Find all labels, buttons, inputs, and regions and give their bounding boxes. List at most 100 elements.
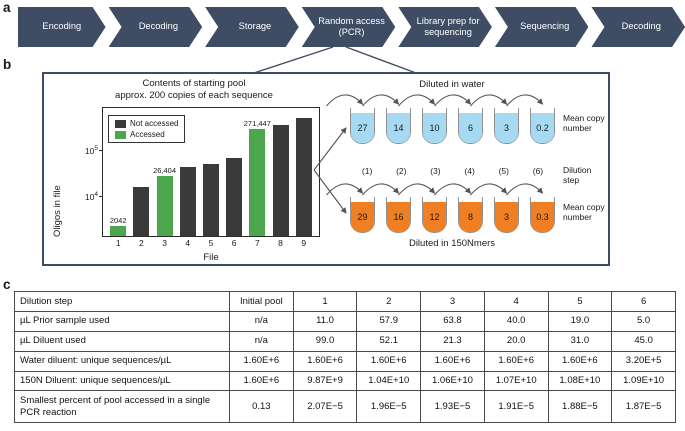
table-header-row: Dilution step Initial pool 1 2 3 4 5 6 (14, 291, 676, 312)
nmers-tube-row: 29 16 12 8 3 0.3 (350, 197, 555, 233)
bar-file-4 (179, 167, 196, 236)
dilution-step-number: (3) (430, 166, 441, 176)
table-cell: 21.3 (420, 330, 485, 352)
table-row: µL Prior sample used n/a 11.0 57.9 63.8 40.0 1… (14, 310, 676, 332)
bar-series: 2042 26,404 271,447 (103, 108, 319, 236)
bar-file-1: 2042 (110, 216, 127, 236)
table-cell: 40.0 (483, 310, 549, 332)
transfer-arrow-icon (362, 183, 400, 196)
plot-area: 105 104 2042 26,404 271,447 Not accessed A… (85, 107, 320, 248)
table-cell: n/a (229, 310, 294, 332)
table-cell: 1.93E−5 (420, 390, 485, 424)
table-cell: 31.0 (547, 330, 613, 352)
legend-label: Accessed (130, 130, 165, 139)
water-row-title: Diluted in water (419, 79, 485, 90)
dilution-step-number: (5) (498, 166, 509, 176)
dilution-step-numbers: (1) (2) (3) (4) (5) (6) (350, 166, 555, 176)
legend-swatch-not-accessed (115, 119, 126, 128)
tube-liquid (423, 113, 446, 143)
table-cell: 1.96E−5 (356, 390, 422, 424)
water-mean-copy-label: Mean copy number (563, 113, 605, 133)
table-cell: 1.60E+6 (420, 350, 485, 372)
test-tube: 0.3 (530, 197, 555, 233)
tube-liquid (351, 113, 374, 143)
row-header-cell: µL Prior sample used (14, 310, 230, 332)
dilution-table: Dilution step Initial pool 1 2 3 4 5 6 µL Prior … (14, 291, 676, 424)
table-row: Water diluent: unique sequences/µL 1.60E+… (14, 350, 676, 372)
table-cell: 1.60E+6 (292, 350, 358, 372)
transfer-arrow-icon (398, 94, 436, 107)
dilution-step-number: (1) (361, 166, 373, 176)
transfer-arrow-icon (362, 94, 400, 107)
bar-file-2 (133, 186, 150, 236)
mean-copy-number-value: 16 (393, 211, 404, 222)
mean-copy-number-value: 8 (467, 211, 473, 222)
table-cell: 1.08E+10 (547, 370, 613, 392)
x-tick-label: 7 (254, 238, 260, 248)
table-cell: 1.06E+10 (420, 370, 485, 392)
table-cell: 99.0 (292, 330, 358, 352)
table-cell: 6 (611, 291, 676, 312)
bar-file-6 (226, 157, 243, 236)
table-cell: 19.0 (547, 310, 613, 332)
panel-b-box: Contents of starting pool approx. 200 co… (42, 72, 610, 266)
table-cell: 1.07E+10 (483, 370, 549, 392)
table-row: µL Diluent used n/a 99.0 52.1 21.3 20.0 31.0 45… (14, 330, 676, 352)
workflow-step-1: Encoding (18, 7, 106, 47)
row-header-cell: Smallest percent of pool accessed in a s… (14, 390, 230, 424)
test-tube: 8 (458, 197, 483, 233)
mean-copy-number-value: 0.2 (536, 122, 549, 133)
table-cell: 1 (292, 291, 358, 312)
table-cell: 11.0 (292, 310, 358, 332)
bar-file-9 (295, 118, 312, 236)
water-transfer-arrows (326, 94, 544, 107)
row-header-cell: Water diluent: unique sequences/µL (14, 350, 230, 372)
x-axis-label: File (203, 252, 219, 263)
table-row: Smallest percent of pool accessed in a s… (14, 390, 676, 424)
mean-copy-number-value: 0.3 (536, 211, 549, 222)
ytick-base: 10 (84, 145, 95, 156)
workflow-step-6: Sequencing (495, 7, 589, 47)
tube-liquid (495, 202, 518, 232)
test-tube: 6 (458, 108, 483, 144)
table-cell: 45.0 (611, 330, 676, 352)
x-tick-label: 2 (139, 238, 144, 248)
test-tube: 29 (350, 197, 375, 233)
panel-c-label: c (3, 277, 11, 292)
nmers-row-title: Diluted in 150Nmers (408, 238, 496, 249)
table-cell: 1.60E+6 (547, 350, 613, 372)
test-tube: 27 (350, 108, 375, 144)
tube-liquid (531, 202, 554, 232)
tube-liquid (351, 202, 374, 232)
x-tick-label: 1 (115, 238, 121, 248)
mean-copy-number-value: 10 (429, 122, 440, 133)
x-tick-label: 6 (231, 238, 237, 248)
table-cell: 4 (483, 291, 549, 312)
ytick-exp: 5 (94, 145, 98, 152)
mean-copy-number-value: 27 (357, 122, 368, 133)
legend-item-not-accessed: Not accessed (115, 119, 178, 128)
legend-label: Not accessed (130, 119, 179, 128)
table-cell: 1.87E−5 (611, 390, 676, 424)
tube-liquid (531, 113, 554, 143)
test-tube: 3 (494, 108, 519, 144)
tube-liquid (387, 113, 410, 143)
table-cell: 1.60E+6 (483, 350, 549, 372)
workflow-step-3: Storage (205, 7, 299, 47)
legend-item-accessed: Accessed (115, 130, 178, 139)
y-tickmark (99, 196, 103, 197)
bar-file-3: 26,404 (153, 166, 176, 236)
workflow-step-4: Random access (PCR) (302, 7, 396, 47)
table-cell: 5.0 (611, 310, 676, 332)
workflow-step-2: Decoding (109, 7, 203, 47)
table-cell: 1.04E+10 (356, 370, 422, 392)
table-cell: 2 (356, 291, 422, 312)
mean-copy-number-value: 3 (503, 211, 509, 222)
transfer-arrow-icon (326, 183, 364, 196)
transfer-arrow-icon (398, 183, 436, 196)
chart-title-line1: Contents of starting pool (142, 78, 246, 89)
row-header-cell: µL Diluent used (14, 330, 230, 352)
ytick-1e5: 105 (85, 145, 98, 156)
water-tube-row: 27 14 10 6 3 0.2 (350, 108, 555, 144)
